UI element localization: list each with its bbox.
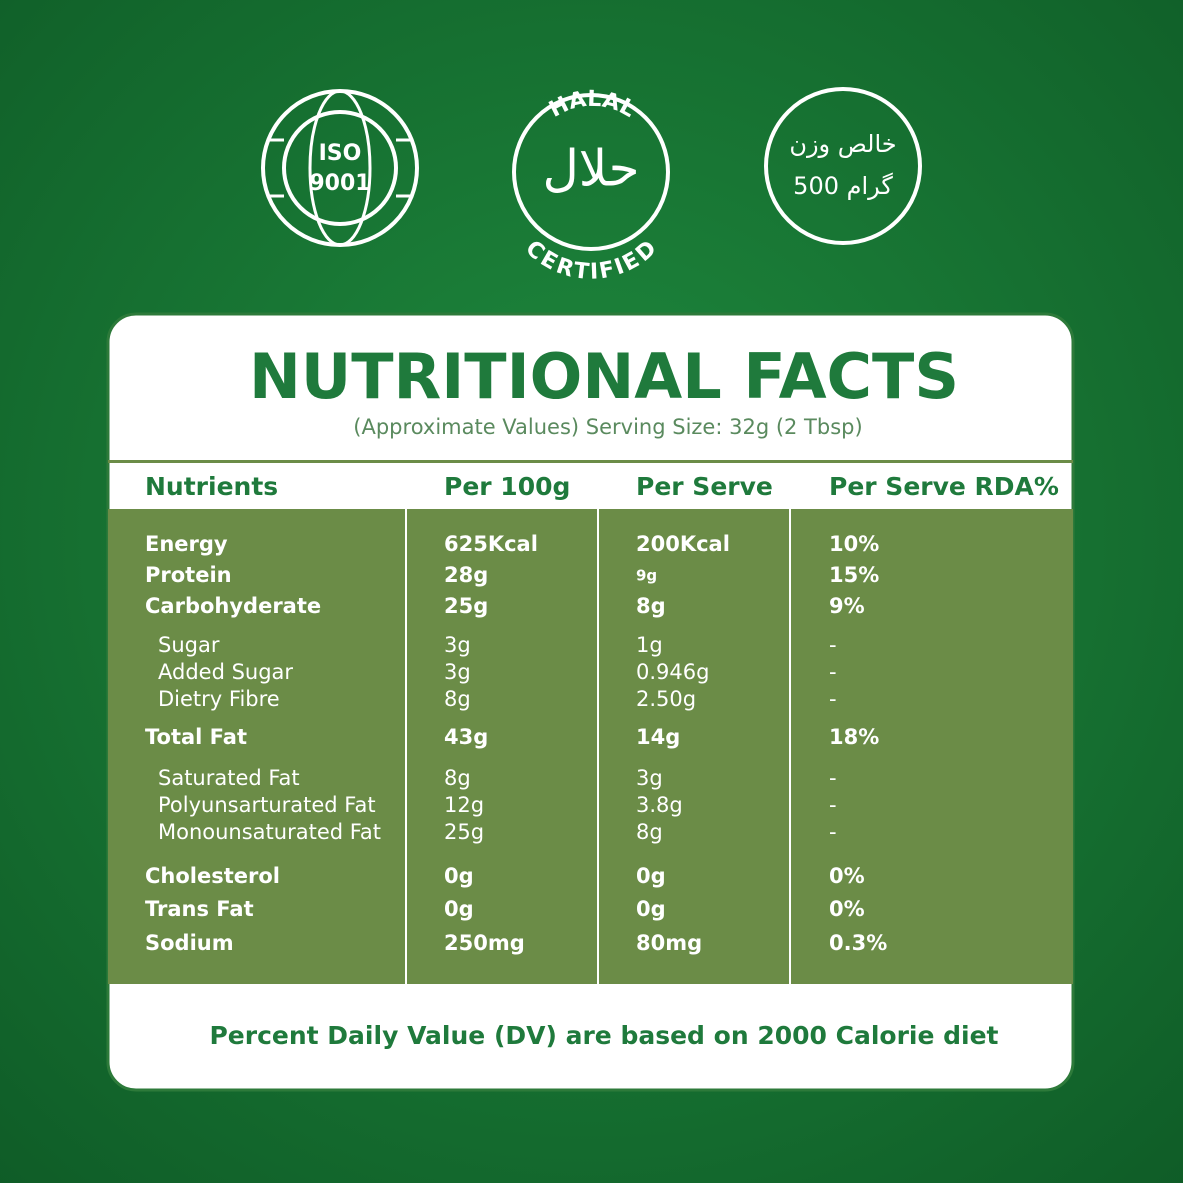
table-cell: Protein [145, 563, 232, 587]
table-cell: Dietry Fibre [158, 687, 280, 711]
table-cell: - [829, 633, 837, 657]
table-cell: 8g [444, 766, 471, 790]
title: NUTRITIONAL FACTS [249, 340, 959, 413]
table-cell: 43g [444, 725, 488, 749]
divider [108, 460, 1073, 463]
table-cell: 1g [636, 633, 663, 657]
table-cell: 0g [636, 897, 666, 921]
iso-text: 9001 [309, 171, 370, 196]
table-cell: 3g [444, 633, 471, 657]
table-cell: Cholesterol [145, 864, 280, 888]
header-cell: Nutrients [145, 472, 278, 501]
table-cell: 0g [444, 897, 474, 921]
table-cell: 8g [636, 820, 663, 844]
weight-badge [764, 87, 922, 245]
halal-badge [512, 93, 670, 251]
table-cell: 14g [636, 725, 680, 749]
table-cell: 28g [444, 563, 488, 587]
table-cell: - [829, 687, 837, 711]
halal-arabic: حلال [542, 140, 639, 198]
table-cell: 25g [444, 594, 488, 618]
table-cell: 200Kcal [636, 532, 730, 556]
header-cell: Per Serve [636, 472, 773, 501]
table-cell: Saturated Fat [158, 766, 300, 790]
iso-badge [261, 89, 419, 247]
table: Nutrients Per 100g Per Serve Per Serve RDA%… [145, 472, 1059, 955]
table-cell: 0% [829, 897, 865, 921]
table-cell: 3g [636, 766, 663, 790]
table-cell: 0g [444, 864, 474, 888]
table-cell: Monounsaturated Fat [158, 820, 381, 844]
table-cell: 10% [829, 532, 879, 556]
column-lines [405, 509, 791, 984]
table-cell: 3g [444, 660, 471, 684]
table-cell: 0.946g [636, 660, 709, 684]
table-cell: 25g [444, 820, 484, 844]
weight-text: 500 گرام [793, 172, 893, 200]
header-cell: Per 100g [444, 472, 570, 501]
table-cell: Trans Fat [145, 897, 254, 921]
table-cell: 8g [444, 687, 471, 711]
table-cell: Sodium [145, 931, 234, 955]
table-cell: Total Fat [145, 725, 247, 749]
table-cell: - [829, 766, 837, 790]
table-cell: Energy [145, 532, 228, 556]
table-cell: - [829, 820, 837, 844]
table-cell: 625Kcal [444, 532, 538, 556]
table-body [108, 509, 1073, 984]
table-cell: 0% [829, 864, 865, 888]
header-cell: Per Serve RDA% [829, 472, 1059, 501]
table-cell: 250mg [444, 931, 525, 955]
table-cell: Carbohyderate [145, 594, 321, 618]
table-cell: 15% [829, 563, 879, 587]
table-cell: Sugar [158, 633, 220, 657]
weight-text: خالص وزن [789, 130, 896, 158]
subtitle: (Approximate Values) Serving Size: 32g (… [353, 415, 862, 439]
table-cell: Added Sugar [158, 660, 293, 684]
table-cell: 2.50g [636, 687, 696, 711]
table-cell: 8g [636, 594, 666, 618]
table-cell: 12g [444, 793, 484, 817]
footer: Percent Daily Value (DV) are based on 20… [209, 1021, 998, 1050]
table-cell: 18% [829, 725, 879, 749]
table-cell: 9g [636, 567, 657, 585]
table-cell: Polyunsarturated Fat [158, 793, 376, 817]
table-cell: - [829, 660, 837, 684]
iso-text: ISO [319, 141, 362, 166]
table-cell: 80mg [636, 931, 702, 955]
table-cell: 3.8g [636, 793, 683, 817]
table-cell: 0g [636, 864, 666, 888]
table-cell: 0.3% [829, 931, 887, 955]
table-cell: 9% [829, 594, 865, 618]
table-cell: - [829, 793, 837, 817]
